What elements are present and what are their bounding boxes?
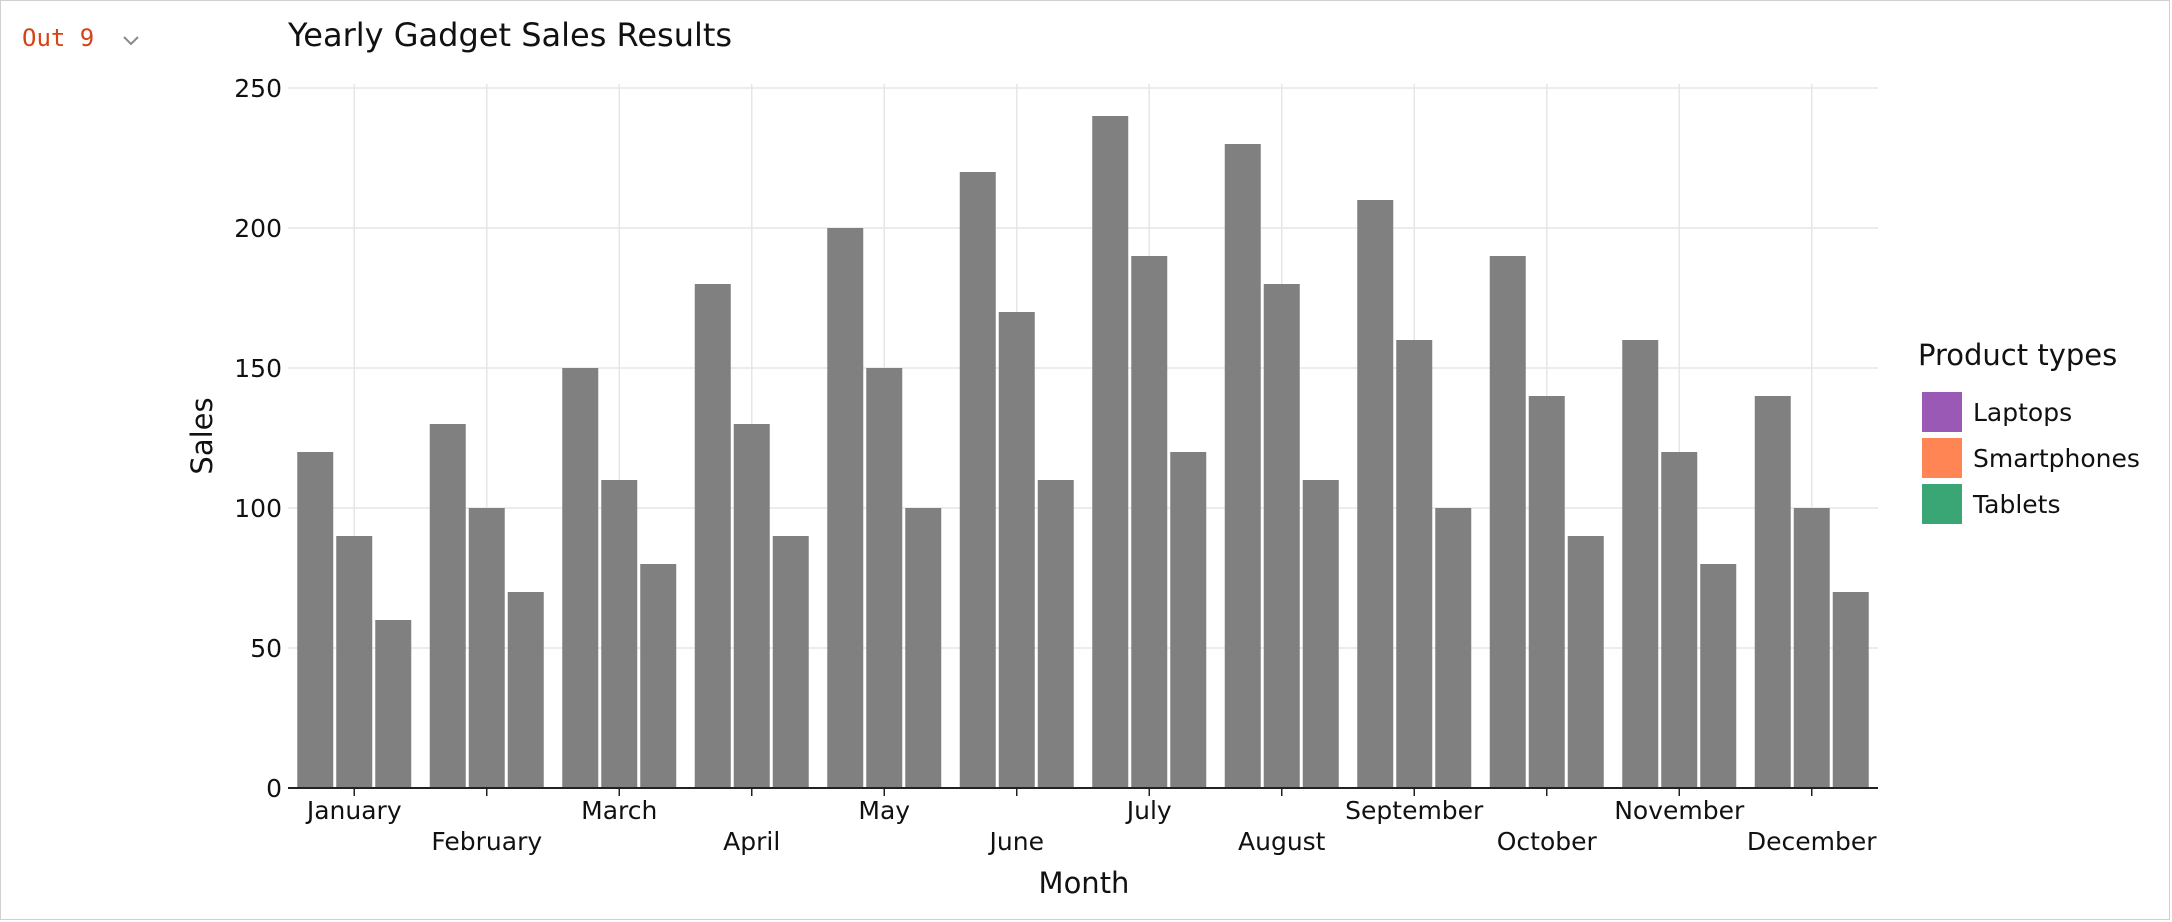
legend-swatch-tablets (1922, 484, 1962, 524)
axes: 0 50 100 150 200 250 January February March April… (234, 74, 1878, 856)
bar-tablets-may[interactable] (905, 508, 942, 788)
y-tick-label: 50 (250, 634, 282, 663)
legend-title: Product types (1918, 338, 2117, 372)
bar-tablets-october[interactable] (1567, 536, 1604, 788)
bar-laptops-january[interactable] (297, 452, 334, 788)
x-tick-label: February (431, 827, 542, 856)
x-tick-label: November (1614, 796, 1745, 825)
bar-tablets-december[interactable] (1832, 592, 1869, 788)
x-tick-label: October (1497, 827, 1598, 856)
chevron-down-icon[interactable] (120, 30, 142, 52)
x-axis-title: Month (1039, 866, 1130, 900)
bar-tablets-february[interactable] (507, 592, 544, 788)
x-tick-label: March (581, 796, 657, 825)
bar-tablets-june[interactable] (1037, 480, 1074, 788)
bar-smartphones-october[interactable] (1528, 396, 1565, 788)
y-tick-label: 100 (234, 494, 282, 523)
x-tick-label: April (723, 827, 780, 856)
bar-tablets-september[interactable] (1435, 508, 1472, 788)
bar-laptops-february[interactable] (429, 424, 466, 788)
y-tick-label: 150 (234, 354, 282, 383)
bar-smartphones-july[interactable] (1131, 256, 1168, 788)
bar-smartphones-june[interactable] (998, 312, 1035, 788)
chart-title: Yearly Gadget Sales Results (287, 16, 732, 54)
bar-tablets-july[interactable] (1170, 452, 1207, 788)
x-tick-label: January (305, 796, 402, 825)
bar-laptops-april[interactable] (694, 284, 731, 788)
legend-label-tablets: Tablets (1972, 490, 2060, 519)
bar-smartphones-september[interactable] (1396, 340, 1433, 788)
bar-tablets-march[interactable] (640, 564, 677, 788)
bar-laptops-august[interactable] (1224, 144, 1261, 788)
legend-label-laptops: Laptops (1973, 398, 2072, 427)
bar-laptops-march[interactable] (562, 368, 599, 788)
x-tick-label: December (1747, 827, 1877, 856)
bar-smartphones-january[interactable] (336, 536, 373, 788)
y-tick-label: 200 (234, 214, 282, 243)
legend-swatch-smartphones (1922, 438, 1962, 478)
x-tick-label: May (858, 796, 910, 825)
x-tick-label: July (1125, 796, 1172, 825)
bar-laptops-june[interactable] (959, 172, 996, 788)
legend-label-smartphones: Smartphones (1973, 444, 2140, 473)
y-axis-title: Sales (185, 397, 219, 474)
bar-tablets-january[interactable] (375, 620, 412, 788)
bar-smartphones-august[interactable] (1263, 284, 1300, 788)
y-tick-label: 250 (234, 74, 282, 103)
bar-smartphones-april[interactable] (733, 424, 770, 788)
bar-laptops-september[interactable] (1357, 200, 1394, 788)
output-prompt-label: Out 9 (22, 24, 95, 52)
legend-swatch-laptops (1922, 392, 1962, 432)
bar-laptops-may[interactable] (827, 228, 864, 788)
legend: Product types Laptops Smartphones Tablets (1918, 338, 2140, 524)
bar-smartphones-november[interactable] (1661, 452, 1698, 788)
x-tick-label: June (988, 827, 1044, 856)
bar-laptops-july[interactable] (1092, 116, 1129, 788)
bar-smartphones-may[interactable] (866, 368, 903, 788)
bars (297, 116, 1869, 788)
bar-smartphones-february[interactable] (468, 508, 505, 788)
bar-laptops-december[interactable] (1754, 396, 1791, 788)
x-tick-label: August (1238, 827, 1326, 856)
bar-smartphones-december[interactable] (1793, 508, 1830, 788)
bar-laptops-october[interactable] (1489, 256, 1526, 788)
bar-tablets-november[interactable] (1700, 564, 1737, 788)
bar-laptops-november[interactable] (1622, 340, 1659, 788)
y-tick-label: 0 (266, 774, 282, 803)
bar-tablets-april[interactable] (772, 536, 809, 788)
bar-smartphones-march[interactable] (601, 480, 638, 788)
x-tick-label: September (1345, 796, 1484, 825)
bar-tablets-august[interactable] (1302, 480, 1339, 788)
